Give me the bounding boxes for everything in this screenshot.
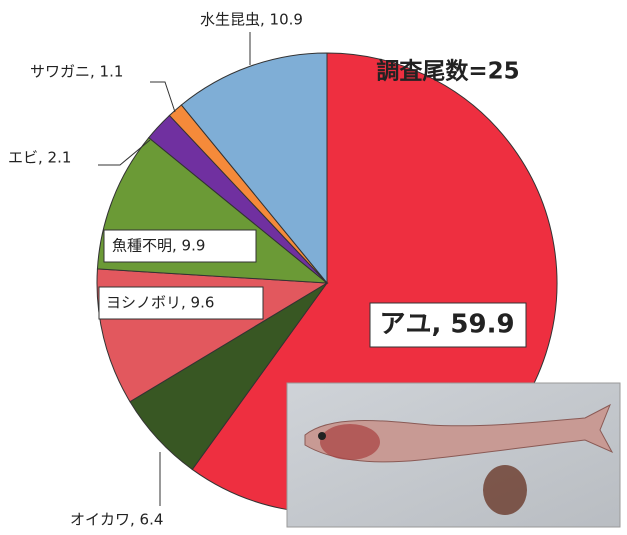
data-label: 魚種不明, 9.9 [112,237,205,255]
data-label: 水生昆虫, 10.9 [200,11,303,29]
page: アユ, 59.9 オイカワ, 6.4 ヨシノボリ, 9.6 魚種不明, 9.9 エビ, … [0,0,627,535]
leader-line [150,82,175,112]
data-label: オイカワ, 6.4 [70,511,163,529]
data-label: アユ, 59.9 [379,310,514,340]
chart: アユ, 59.9 オイカワ, 6.4 ヨシノボリ, 9.6 魚種不明, 9.9 エビ, … [0,0,627,535]
data-label: エビ, 2.1 [8,149,71,167]
data-label: ヨシノボリ, 9.6 [106,294,214,312]
photo [287,383,620,527]
data-label: サワガニ, 1.1 [30,63,123,81]
chart-title: 調査尾数=25 [376,58,519,85]
